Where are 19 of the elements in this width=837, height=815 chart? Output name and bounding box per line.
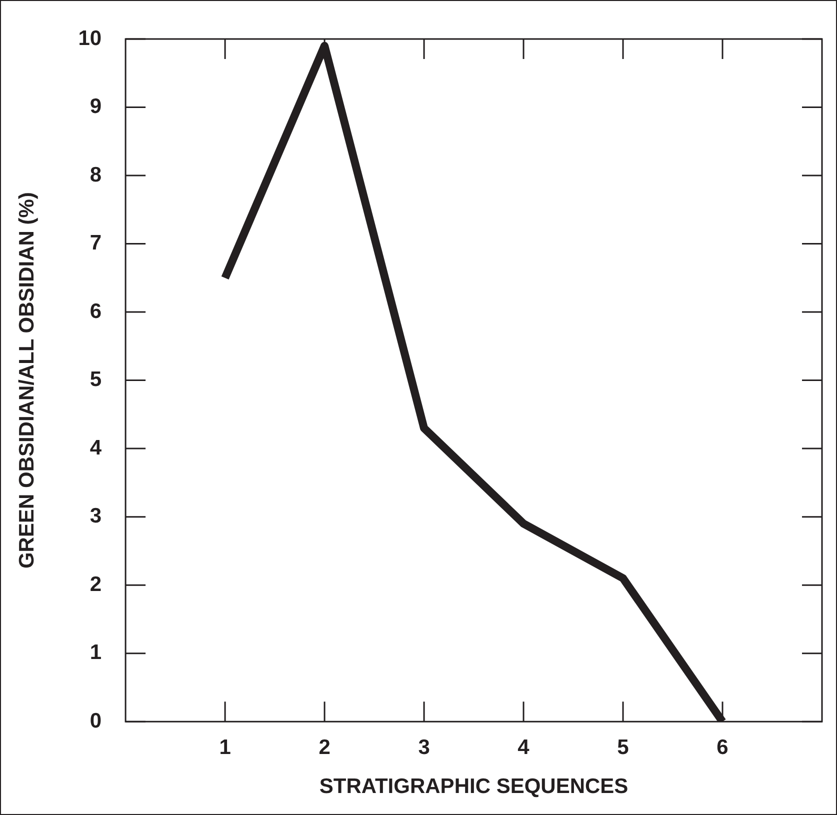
- y-tick-label: 7: [90, 232, 102, 255]
- y-tick-label: 8: [90, 163, 102, 186]
- y-tick-label: 5: [90, 368, 102, 392]
- x-tick-label: 2: [318, 736, 330, 759]
- y-tick-label: 6: [90, 300, 102, 323]
- y-tick-label: 9: [90, 95, 102, 118]
- y-tick-label: 3: [90, 504, 102, 528]
- y-tick-label: 1: [90, 641, 102, 664]
- x-tick-label: 3: [418, 736, 430, 759]
- x-axis-title: STRATIGRAPHIC SEQUENCES: [319, 775, 628, 798]
- x-tick-label: 1: [219, 736, 232, 759]
- x-tick-label: 5: [617, 736, 630, 759]
- y-axis-title: GREEN OBSIDIAN/ALL OBSIDIAN (%): [15, 192, 38, 569]
- y-tick-label: 10: [78, 26, 102, 50]
- y-tick-label: 2: [90, 572, 102, 596]
- x-tick-label: 6: [716, 736, 728, 759]
- y-tick-label: 0: [90, 709, 102, 732]
- y-tick-label: 4: [90, 436, 102, 460]
- x-tick-label: 4: [518, 736, 530, 759]
